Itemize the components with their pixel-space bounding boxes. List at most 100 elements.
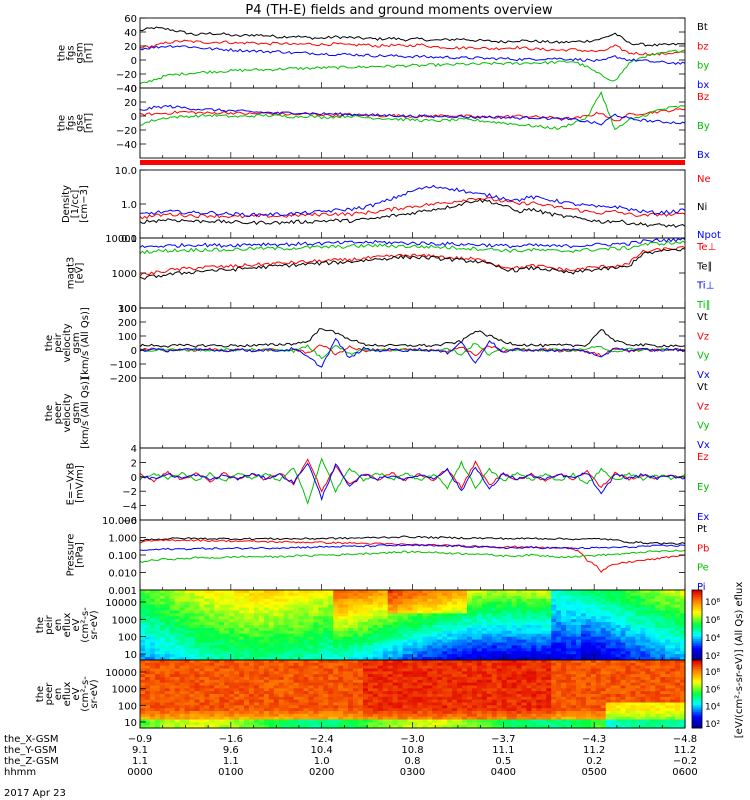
spectrogram-cell [358,691,364,695]
spectrogram-cell [605,639,612,644]
spectrogram-cell [457,660,463,664]
spectrogram-cell [358,716,364,721]
spectrogram-cell [566,598,572,603]
spectrogram-cell [239,601,245,606]
spectrogram-cell [442,702,448,706]
spectrogram-cell [496,598,503,603]
spectrogram-cell [343,662,349,667]
spectrogram-cell [323,598,329,603]
spectrogram-cell [566,645,572,649]
spectrogram-cell [358,677,364,681]
spectrogram-cell [303,604,310,609]
spectrogram-cell [362,619,369,623]
spectrogram-cell [273,699,280,704]
colorbar-cell [692,643,702,647]
spectrogram-cell [551,616,557,620]
spectrogram-cell [536,654,542,658]
spectrogram-cell [338,713,344,718]
spectrogram-cell [546,607,552,612]
spectrogram-cell [308,616,314,620]
spectrogram-cell [258,622,265,626]
spectrogram-cell [432,711,438,715]
spectrogram-cell [496,654,503,658]
spectrogram-cell [377,725,384,729]
spectrogram-cell [313,598,319,603]
spectrogram-cell [457,719,463,723]
spectrogram-cell [427,665,433,670]
spectrogram-cell [680,590,686,594]
spectrogram-cell [214,642,220,647]
spectrogram-cell [680,648,686,652]
spectrogram-cell [164,636,171,641]
spectrogram-cell [328,590,334,594]
spectrogram-cell [179,592,186,597]
spectrogram-cell [214,682,220,687]
spectrogram-cell [293,598,300,603]
spectrogram-cell [179,677,186,681]
spectrogram-cell [219,642,225,647]
spectrogram-cell [169,674,176,678]
spectrogram-cell [358,648,364,652]
spectrogram-cell [452,607,458,612]
spectrogram-cell [491,725,498,729]
spectrogram-cell [278,671,285,675]
spectrogram-cell [328,642,334,647]
spectrogram-cell [546,633,552,638]
spectrogram-cell [580,601,587,606]
spectrogram-cell [457,657,463,661]
spectrogram-cell [333,657,339,661]
spectrogram-cell [546,604,552,609]
spectrogram-cell [546,645,552,649]
spectrogram-cell [348,633,354,638]
colorbar-cell [692,625,702,628]
spectrogram-cell [452,592,458,597]
spectrogram-cell [313,671,319,675]
spectrogram-cell [496,601,503,606]
spectrogram-cell [486,699,493,704]
spectrogram-cell [328,722,334,726]
spectrogram-cell [353,651,359,655]
spectrogram-cell [184,610,191,614]
spectrogram-cell [447,595,453,600]
spectrogram-cell [457,696,463,701]
spectrogram-cell [253,694,260,698]
spectrogram-cell [457,601,463,606]
spectrogram-cell [253,622,260,626]
spectrogram-cell [204,590,210,594]
spectrogram-cell [293,671,300,675]
spectrogram-cell [541,630,547,635]
spectrogram-cell [422,696,428,701]
spectrogram-cell [204,685,210,689]
spectrogram-cell [486,679,493,684]
spectrogram-cell [249,705,255,709]
spectrogram-cell [338,662,344,667]
spectrogram-cell [511,688,518,692]
spectrogram-cell [437,627,443,632]
spectrogram-cell [457,674,463,678]
spectrogram-cell [452,691,458,695]
spectrogram-cell [660,651,666,655]
spectrogram-cell [224,694,230,698]
spectrogram-cell [491,699,498,704]
y-axis-label-line: gsm [71,402,82,423]
spectrogram-cell [511,595,518,600]
spectrogram-cell [263,719,270,723]
spectrogram-cell [164,633,171,638]
spectrogram-cell [333,610,339,614]
spectrogram-cell [625,625,632,629]
spectrogram-cell [298,616,305,620]
spectrogram-cell [343,627,349,632]
spectrogram-cell [164,674,171,678]
spectrogram-cell [546,592,552,597]
spectrogram-cell [244,648,250,652]
spectrogram-cell [273,722,280,726]
spectrogram-cell [387,660,394,664]
spectrogram-cell [154,660,161,664]
spectrogram-cell [521,645,528,649]
colorbar-cell [692,594,702,598]
spectrogram-cell [660,625,666,629]
spectrogram-cell [650,630,656,635]
spectrogram-cell [244,668,250,672]
spectrogram-cell [343,657,349,661]
spectrogram-cell [635,648,641,652]
